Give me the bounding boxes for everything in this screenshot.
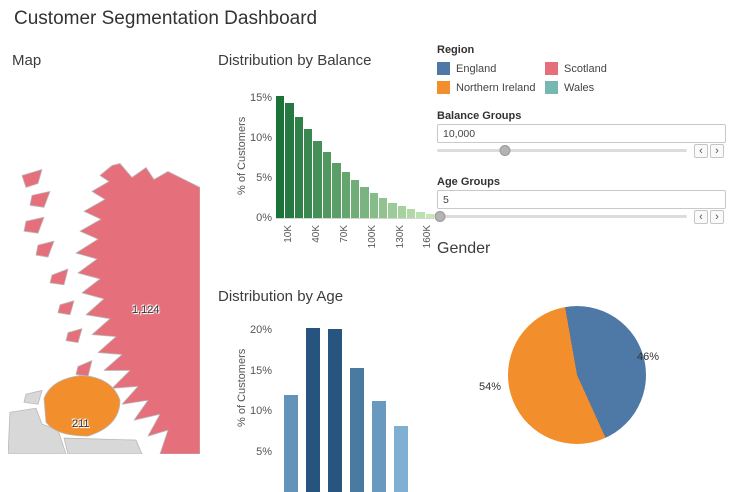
balance-chart-title: Distribution by Balance [218, 52, 371, 69]
balance-increment-button[interactable]: › [710, 144, 724, 158]
y-tick-label: 20% [250, 324, 272, 336]
northern-ireland-swatch [437, 81, 450, 94]
balance-bar[interactable] [351, 180, 359, 218]
slider-handle[interactable] [434, 211, 445, 222]
x-tick-label: 100K [367, 225, 378, 248]
y-tick-label: 5% [256, 172, 272, 184]
legend-item-scotland[interactable]: Scotland [545, 59, 607, 78]
age-decrement-button[interactable]: ‹ [694, 210, 708, 224]
gender-chart-title: Gender [437, 240, 490, 258]
age-bar[interactable] [394, 426, 408, 492]
balance-bar[interactable] [323, 152, 331, 218]
balance-bar[interactable] [304, 129, 312, 218]
balance-bar[interactable] [370, 193, 378, 218]
x-tick-label: 160K [422, 225, 433, 248]
legend-label: Wales [564, 82, 594, 94]
legend-item-northern-ireland[interactable]: Northern Ireland [437, 78, 541, 97]
y-tick-label: 15% [250, 92, 272, 104]
balance-bar[interactable] [416, 212, 424, 218]
x-tick-label: 10K [283, 225, 294, 243]
legend-label: England [456, 63, 496, 75]
y-tick-label: 5% [256, 446, 272, 458]
gender-pie-label: 46% [637, 351, 659, 363]
balance-bar[interactable] [407, 209, 415, 218]
map-label-northern-ireland: 211 [72, 418, 90, 430]
map[interactable]: 1,124 211 [8, 80, 200, 454]
y-tick-label: 10% [250, 132, 272, 144]
region-legend-title: Region [437, 44, 474, 56]
balance-y-axis: 0%5%10%15% [246, 90, 272, 218]
balance-groups-label: Balance Groups [437, 110, 521, 122]
balance-bar[interactable] [342, 172, 350, 218]
balance-bar[interactable] [285, 103, 293, 218]
age-bar[interactable] [328, 329, 342, 492]
balance-bar[interactable] [332, 163, 340, 218]
balance-bar[interactable] [379, 198, 387, 218]
age-bar[interactable] [284, 395, 298, 492]
region-legend: England Scotland Northern Ireland Wales [437, 59, 607, 97]
age-bar[interactable] [350, 368, 364, 492]
balance-groups-slider[interactable] [437, 145, 687, 156]
legend-label: Northern Ireland [456, 82, 536, 94]
balance-decrement-button[interactable]: ‹ [694, 144, 708, 158]
slider-track[interactable] [437, 215, 687, 218]
y-tick-label: 15% [250, 365, 272, 377]
scotland-swatch [545, 62, 558, 75]
balance-groups-input[interactable] [437, 124, 726, 143]
x-tick-label: 70K [339, 225, 350, 243]
balance-plot-area[interactable] [276, 90, 434, 219]
balance-bar[interactable] [398, 206, 406, 218]
slider-handle[interactable] [499, 145, 510, 156]
legend-item-england[interactable]: England [437, 59, 541, 78]
gender-pie-label: 54% [479, 381, 501, 393]
slider-track[interactable] [437, 149, 687, 152]
age-groups-input[interactable] [437, 190, 726, 209]
balance-bar[interactable] [276, 96, 284, 218]
map-label-scotland: 1,124 [132, 304, 160, 316]
x-tick-label: 130K [395, 225, 406, 248]
age-bar[interactable] [372, 401, 386, 492]
map-title: Map [12, 52, 41, 69]
map-svg [8, 80, 200, 454]
y-tick-label: 0% [256, 212, 272, 224]
age-chart-panel: % of Customers 5%10%15%20% [218, 316, 430, 454]
age-increment-button[interactable]: › [710, 210, 724, 224]
balance-x-axis: 10K 40K 70K 100K 130K 160K [276, 222, 434, 278]
age-chart-title: Distribution by Age [218, 288, 343, 305]
x-tick-label: 40K [311, 225, 322, 243]
balance-bar[interactable] [313, 141, 321, 218]
legend-item-wales[interactable]: Wales [545, 78, 607, 97]
balance-bar[interactable] [426, 214, 434, 218]
balance-bar[interactable] [295, 117, 303, 218]
y-tick-label: 10% [250, 405, 272, 417]
dashboard-title: Customer Segmentation Dashboard [14, 8, 317, 30]
age-plot-area[interactable] [276, 322, 434, 492]
wales-swatch [545, 81, 558, 94]
balance-bar[interactable] [360, 187, 368, 218]
age-groups-label: Age Groups [437, 176, 500, 188]
age-bar[interactable] [306, 328, 320, 492]
legend-label: Scotland [564, 63, 607, 75]
gender-pie-chart[interactable] [508, 306, 646, 444]
age-groups-slider[interactable] [437, 211, 687, 222]
age-y-axis: 5% 10% 15% 20% [246, 322, 272, 492]
balance-bar[interactable] [388, 203, 396, 218]
england-swatch [437, 62, 450, 75]
